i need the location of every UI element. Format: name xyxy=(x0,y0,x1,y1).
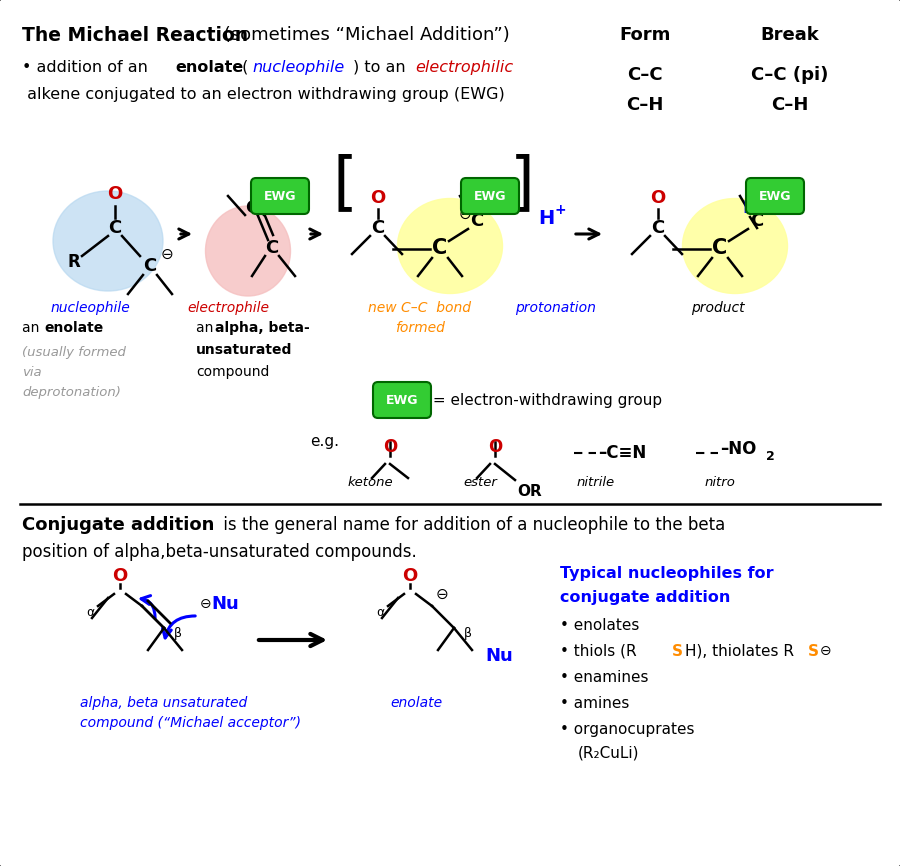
Text: EWG: EWG xyxy=(473,190,506,203)
Text: ketone: ketone xyxy=(347,476,392,489)
Text: Break: Break xyxy=(760,26,819,44)
FancyBboxPatch shape xyxy=(461,178,519,214)
Text: R: R xyxy=(68,253,80,271)
Text: C–C: C–C xyxy=(627,66,662,84)
Text: Nu: Nu xyxy=(485,647,513,665)
Text: β: β xyxy=(174,628,182,641)
Text: ⊖: ⊖ xyxy=(200,597,212,611)
Text: EWG: EWG xyxy=(386,393,418,406)
Text: alkene conjugated to an electron withdrawing group (EWG): alkene conjugated to an electron withdra… xyxy=(22,87,505,102)
Text: new C–C  bond: new C–C bond xyxy=(368,301,472,315)
Text: α: α xyxy=(86,605,94,618)
Text: enolate: enolate xyxy=(44,321,104,335)
Text: • organocuprates: • organocuprates xyxy=(560,722,695,737)
Ellipse shape xyxy=(205,206,291,296)
Text: C–H: C–H xyxy=(626,96,663,114)
Text: (usually formed: (usually formed xyxy=(22,346,126,359)
Text: alpha, beta unsaturated: alpha, beta unsaturated xyxy=(80,696,248,710)
Text: (sometimes “Michael Addition”): (sometimes “Michael Addition”) xyxy=(218,26,509,44)
Text: ester: ester xyxy=(464,476,497,489)
Text: C: C xyxy=(652,219,664,237)
Ellipse shape xyxy=(53,191,163,291)
FancyBboxPatch shape xyxy=(373,382,431,418)
Text: C: C xyxy=(471,212,483,230)
Text: electrophilic: electrophilic xyxy=(415,60,513,75)
Text: –C≡N: –C≡N xyxy=(598,444,646,462)
Text: = electron-withdrawing group: = electron-withdrawing group xyxy=(428,392,662,408)
Text: formed: formed xyxy=(395,321,445,335)
Text: via: via xyxy=(22,366,41,379)
Text: ⊖: ⊖ xyxy=(436,586,448,602)
Text: ⊖: ⊖ xyxy=(160,247,174,262)
Text: C: C xyxy=(432,238,447,258)
Ellipse shape xyxy=(398,198,502,294)
Text: [: [ xyxy=(332,153,357,215)
Text: e.g.: e.g. xyxy=(310,434,339,449)
Text: Conjugate addition: Conjugate addition xyxy=(22,516,214,534)
Text: ) to an: ) to an xyxy=(353,60,410,75)
Text: alpha, beta-: alpha, beta- xyxy=(215,321,310,335)
Text: O: O xyxy=(107,185,122,203)
Text: C: C xyxy=(751,212,763,230)
Text: C: C xyxy=(143,257,157,275)
Text: C: C xyxy=(246,199,258,217)
FancyBboxPatch shape xyxy=(251,178,309,214)
Text: ⊖: ⊖ xyxy=(820,644,832,658)
Text: ⊖: ⊖ xyxy=(459,206,472,222)
Text: protonation: protonation xyxy=(515,301,596,315)
Text: O: O xyxy=(382,438,397,456)
Text: H: H xyxy=(538,209,554,228)
Text: C: C xyxy=(266,239,279,257)
Text: Form: Form xyxy=(619,26,670,44)
Text: α: α xyxy=(376,605,384,618)
Text: –NO: –NO xyxy=(720,440,756,458)
Text: • thiols (R: • thiols (R xyxy=(560,644,636,659)
Text: an: an xyxy=(196,321,218,335)
Text: +: + xyxy=(554,203,566,217)
Text: C: C xyxy=(713,238,727,258)
Text: is the general name for addition of a nucleophile to the beta: is the general name for addition of a nu… xyxy=(218,516,725,534)
Text: O: O xyxy=(371,189,385,207)
Text: conjugate addition: conjugate addition xyxy=(560,590,731,605)
Text: • amines: • amines xyxy=(560,696,629,711)
Text: S: S xyxy=(808,644,819,659)
Text: O: O xyxy=(112,567,128,585)
Text: ]: ] xyxy=(510,153,535,215)
Text: electrophile: electrophile xyxy=(187,301,269,315)
Text: H), thiolates R: H), thiolates R xyxy=(685,644,794,659)
Ellipse shape xyxy=(682,198,788,294)
Text: product: product xyxy=(691,301,745,315)
Text: O: O xyxy=(488,438,502,456)
Text: C–C (pi): C–C (pi) xyxy=(752,66,829,84)
FancyBboxPatch shape xyxy=(746,178,804,214)
Text: EWG: EWG xyxy=(264,190,296,203)
Text: C: C xyxy=(372,219,384,237)
Text: Nu: Nu xyxy=(212,595,239,613)
Text: C–H: C–H xyxy=(771,96,809,114)
Text: nucleophile: nucleophile xyxy=(50,301,130,315)
Text: compound (“Michael acceptor”): compound (“Michael acceptor”) xyxy=(80,716,301,730)
Text: O: O xyxy=(651,189,666,207)
Text: O: O xyxy=(402,567,418,585)
Text: • enolates: • enolates xyxy=(560,618,639,633)
Text: nitrile: nitrile xyxy=(577,476,615,489)
Text: H: H xyxy=(742,199,758,217)
Text: Typical nucleophiles for: Typical nucleophiles for xyxy=(560,566,774,581)
Text: β: β xyxy=(464,628,472,641)
Text: an: an xyxy=(22,321,44,335)
Text: EWG: EWG xyxy=(759,190,791,203)
Text: position of alpha,beta-unsaturated compounds.: position of alpha,beta-unsaturated compo… xyxy=(22,543,417,561)
Text: nitro: nitro xyxy=(705,476,735,489)
Text: unsaturated: unsaturated xyxy=(196,343,292,357)
Text: • addition of an: • addition of an xyxy=(22,60,153,75)
Text: OR: OR xyxy=(517,484,542,499)
Text: deprotonation): deprotonation) xyxy=(22,386,121,399)
Text: S: S xyxy=(672,644,683,659)
Text: nucleophile: nucleophile xyxy=(252,60,344,75)
Text: The Michael Reaction: The Michael Reaction xyxy=(22,26,248,45)
Text: 2: 2 xyxy=(766,449,775,462)
Text: (: ( xyxy=(237,60,248,75)
Text: C: C xyxy=(108,219,122,237)
Text: compound: compound xyxy=(196,365,269,379)
